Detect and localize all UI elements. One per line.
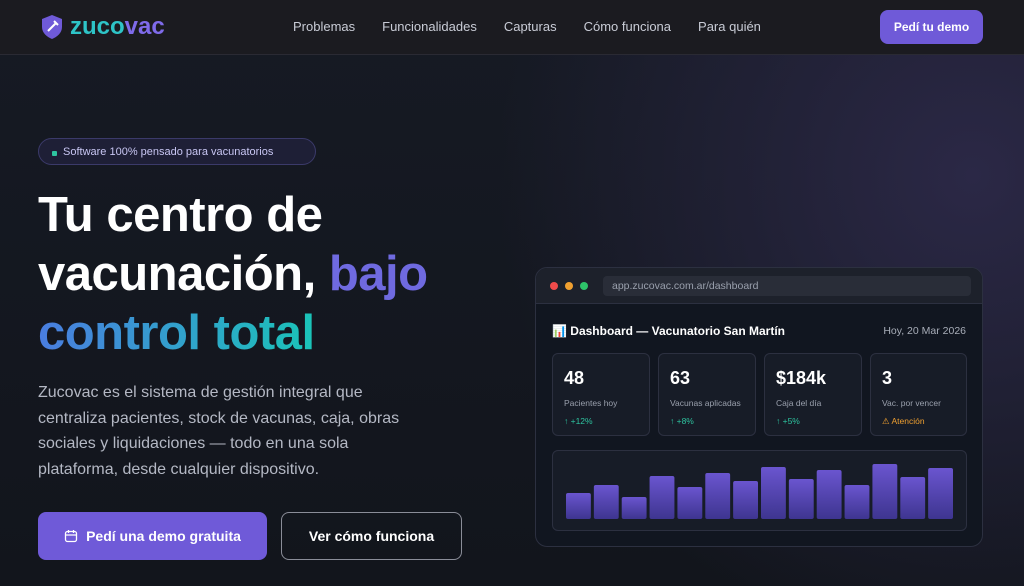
bar — [816, 470, 842, 519]
bar — [677, 487, 703, 519]
bar — [900, 477, 926, 519]
dashboard-preview: app.zucovac.com.ar/dashboard 📊 Dashboard… — [535, 267, 983, 547]
stat-label: Vacunas aplicadas — [670, 398, 741, 408]
stat-change: ↑ +12% — [564, 416, 593, 426]
calendar-icon — [64, 530, 78, 543]
logo[interactable]: zucovac — [40, 13, 165, 41]
nav-link[interactable]: Problemas — [293, 19, 356, 34]
badge: Software 100% pensado para vacunatorios — [38, 138, 316, 165]
stat-value: 3 — [882, 368, 893, 388]
bar — [705, 473, 731, 519]
stat-label: Caja del día — [776, 398, 822, 408]
bar — [844, 485, 870, 519]
stat-value: 63 — [670, 368, 691, 388]
stat-value: $184k — [776, 368, 827, 388]
stat-label: Pacientes hoy — [564, 398, 618, 408]
nav: Problemas Funcionalidades Capturas Cómo … — [293, 19, 761, 34]
stat-change: ↑ +5% — [776, 416, 800, 426]
button-label: Pedí una demo gratuita — [86, 528, 241, 544]
stat-card: 63 Vacunas aplicadas ↑ +8% — [658, 353, 756, 436]
bar — [566, 493, 591, 519]
stat-card: 48 Pacientes hoy ↑ +12% — [552, 353, 650, 436]
dashboard-date: Hoy, 20 Mar 2026 — [883, 325, 966, 337]
bar — [649, 476, 675, 519]
bar — [761, 467, 786, 519]
stat-value: 48 — [564, 368, 585, 388]
window-dot — [565, 282, 573, 290]
hero-title: Tu centro de vacunación, bajo control to… — [38, 186, 428, 363]
primary-button[interactable]: Pedí una demo gratuita — [38, 512, 267, 560]
bar — [621, 497, 647, 519]
window-dot — [580, 282, 588, 290]
window-dot — [550, 282, 558, 290]
title-line: vacunación, — [38, 247, 316, 301]
bar-chart — [566, 464, 953, 519]
stat-card: $184k Caja del día ↑ +5% — [764, 353, 862, 436]
nav-link[interactable]: Cómo funciona — [583, 19, 672, 34]
title-line: Tu centro de — [38, 188, 323, 242]
url-field: app.zucovac.com.ar/dashboard — [603, 276, 971, 296]
stat-change: ↑ +8% — [670, 416, 694, 426]
browser-bar: app.zucovac.com.ar/dashboard — [536, 268, 982, 304]
nav-link[interactable]: Funcionalidades — [382, 19, 477, 34]
logo-text: zuco — [70, 13, 125, 40]
cta-button[interactable]: Pedí tu demo — [880, 10, 983, 44]
title-gradient: control total — [38, 306, 315, 360]
logo-icon — [42, 15, 62, 39]
stat-change: ⚠ Atención — [882, 416, 925, 426]
stat-card: 3 Vac. por vencer ⚠ Atención — [870, 353, 967, 436]
nav-link[interactable]: Para quién — [698, 19, 761, 34]
chart-panel — [552, 450, 967, 531]
secondary-button[interactable]: Ver cómo funciona — [281, 512, 462, 560]
bar — [788, 479, 814, 519]
bar — [928, 468, 953, 519]
header: zucovac Problemas Funcionalidades Captur… — [0, 0, 1024, 55]
title-highlight: bajo — [328, 247, 428, 301]
description: Zucovac es el sistema de gestión integra… — [38, 384, 400, 478]
stat-label: Vac. por vencer — [882, 398, 941, 408]
bar — [872, 464, 898, 519]
bar — [593, 485, 619, 519]
nav-link[interactable]: Capturas — [503, 19, 557, 34]
logo-text: vac — [124, 13, 165, 40]
bar — [733, 481, 758, 519]
dashboard-title: 📊 Dashboard — Vacunatorio San Martín — [552, 324, 785, 338]
